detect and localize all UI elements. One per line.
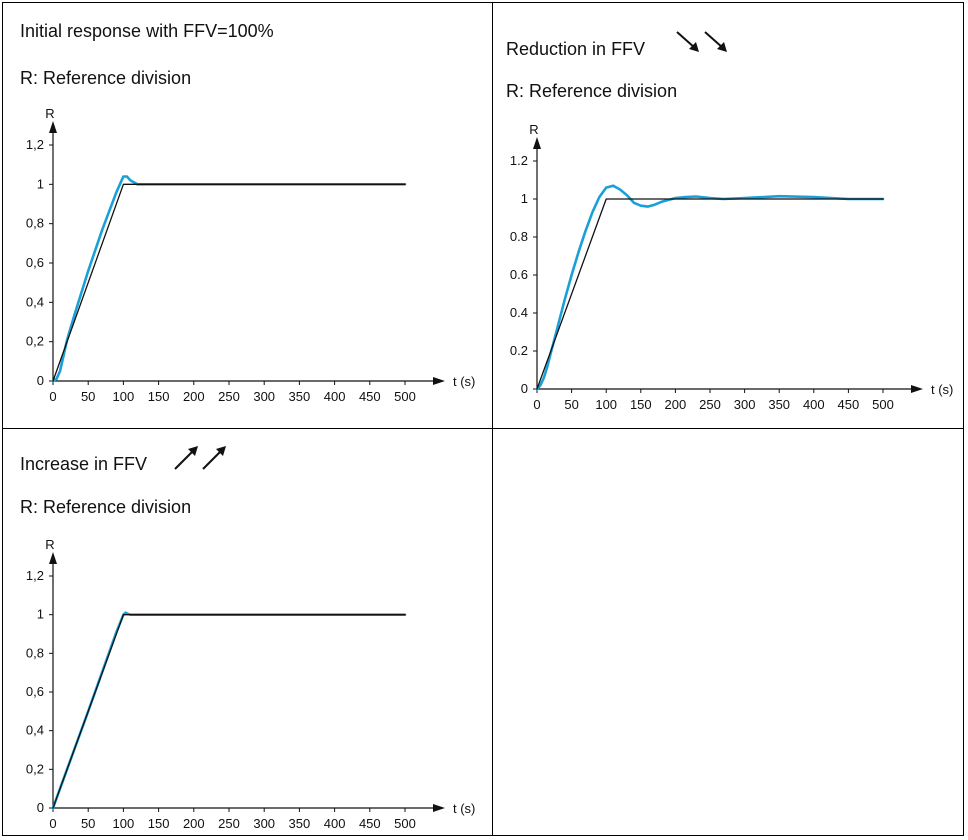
y-tick-label: 0,4 bbox=[26, 723, 44, 738]
double-down-right-arrow-icon bbox=[676, 31, 727, 52]
reference-curve bbox=[52, 614, 406, 809]
reference-curve bbox=[536, 198, 884, 390]
x-axis-arrow-icon bbox=[433, 804, 445, 812]
y-axis-label: R bbox=[529, 122, 538, 137]
panel-subtitle: R: Reference division bbox=[20, 68, 192, 88]
x-tick-label: 0 bbox=[49, 389, 56, 404]
x-tick-label: 250 bbox=[699, 397, 721, 412]
x-tick-label: 450 bbox=[359, 389, 381, 404]
panel-title: Increase in FFV bbox=[20, 454, 148, 474]
x-tick-label: 200 bbox=[183, 389, 205, 404]
x-tick-label: 100 bbox=[113, 389, 135, 404]
y-tick-label: 0,2 bbox=[26, 334, 44, 349]
x-tick-label: 500 bbox=[394, 816, 416, 831]
panel-reduction-ffv: Reduction in FFV R: Reference division R… bbox=[493, 3, 965, 428]
y-tick-label: 0,8 bbox=[26, 216, 44, 231]
y-tick-label: 0,4 bbox=[26, 294, 44, 309]
x-tick-label: 0 bbox=[49, 816, 56, 831]
response-chart: Rt (s) 0 0,2 0,4 0,6 0,8 1 1,2 0 50 100 150 200 250 30… bbox=[26, 106, 475, 404]
x-tick-label: 150 bbox=[148, 816, 170, 831]
x-tick-label: 350 bbox=[289, 389, 311, 404]
x-tick-label: 300 bbox=[253, 389, 275, 404]
grid-divider-horizontal bbox=[3, 428, 963, 429]
double-up-right-arrow-icon bbox=[174, 446, 226, 470]
panel-title: Initial response with FFV=100% bbox=[20, 21, 274, 41]
x-axis-arrow-icon bbox=[911, 385, 923, 393]
y-tick-label: 1 bbox=[37, 607, 44, 622]
x-tick-label: 100 bbox=[595, 397, 617, 412]
response-chart: Rt (s) 0 0.2 0.4 0.6 0.8 1 1.2 0 50 100 150 200 250 30… bbox=[510, 122, 953, 412]
y-tick-label: 0,6 bbox=[26, 684, 44, 699]
x-tick-label: 450 bbox=[838, 397, 860, 412]
y-tick-label: 1,2 bbox=[26, 137, 44, 152]
y-tick-label: 0 bbox=[37, 800, 44, 815]
y-axis-arrow-icon bbox=[49, 552, 57, 564]
response-curve bbox=[51, 175, 407, 383]
y-tick-label: 0.4 bbox=[510, 305, 528, 320]
x-axis-label: t (s) bbox=[453, 374, 475, 389]
x-tick-label: 200 bbox=[665, 397, 687, 412]
y-axis-arrow-icon bbox=[533, 137, 541, 149]
x-axis-label: t (s) bbox=[931, 382, 953, 397]
y-tick-label: 0 bbox=[37, 373, 44, 388]
y-tick-label: 0.8 bbox=[510, 229, 528, 244]
y-tick-label: 0,8 bbox=[26, 645, 44, 660]
x-tick-label: 0 bbox=[533, 397, 540, 412]
x-tick-label: 350 bbox=[289, 816, 311, 831]
y-tick-label: 1,2 bbox=[26, 568, 44, 583]
x-tick-label: 400 bbox=[803, 397, 825, 412]
x-tick-label: 300 bbox=[734, 397, 756, 412]
panel-subtitle: R: Reference division bbox=[20, 497, 192, 517]
response-curve bbox=[51, 611, 407, 810]
x-tick-label: 100 bbox=[113, 816, 135, 831]
x-tick-label: 150 bbox=[148, 389, 170, 404]
x-tick-label: 250 bbox=[218, 816, 240, 831]
x-tick-label: 400 bbox=[324, 389, 346, 404]
reference-curve bbox=[52, 183, 406, 382]
x-tick-label: 300 bbox=[253, 816, 275, 831]
y-tick-label: 0.6 bbox=[510, 267, 528, 282]
y-tick-label: 0,6 bbox=[26, 255, 44, 270]
empty-panel bbox=[493, 429, 965, 837]
y-tick-label: 0 bbox=[521, 381, 528, 396]
panel-initial-response: Initial response with FFV=100% R: Refere… bbox=[3, 3, 492, 428]
panel-subtitle: R: Reference division bbox=[506, 81, 678, 101]
x-tick-label: 50 bbox=[81, 389, 95, 404]
y-tick-label: 0.2 bbox=[510, 343, 528, 358]
x-axis-arrow-icon bbox=[433, 377, 445, 385]
x-tick-label: 50 bbox=[81, 816, 95, 831]
x-tick-label: 50 bbox=[564, 397, 578, 412]
y-tick-label: 1.2 bbox=[510, 153, 528, 168]
x-tick-label: 350 bbox=[768, 397, 790, 412]
y-axis-arrow-icon bbox=[49, 121, 57, 133]
response-chart: Rt (s) 0 0,2 0,4 0,6 0,8 1 1,2 0 50 100 150 200 250 30… bbox=[26, 537, 475, 831]
x-tick-label: 400 bbox=[324, 816, 346, 831]
x-tick-label: 200 bbox=[183, 816, 205, 831]
x-tick-label: 500 bbox=[872, 397, 894, 412]
x-tick-label: 150 bbox=[630, 397, 652, 412]
grid-divider-vertical bbox=[492, 3, 493, 835]
y-tick-label: 1 bbox=[521, 191, 528, 206]
response-curve bbox=[535, 184, 885, 391]
x-axis-label: t (s) bbox=[453, 801, 475, 816]
x-tick-label: 500 bbox=[394, 389, 416, 404]
panel-title: Reduction in FFV bbox=[506, 39, 646, 59]
y-axis-label: R bbox=[45, 537, 54, 552]
x-tick-label: 250 bbox=[218, 389, 240, 404]
y-axis-label: R bbox=[45, 106, 54, 121]
y-tick-label: 1 bbox=[37, 176, 44, 191]
x-tick-label: 450 bbox=[359, 816, 381, 831]
y-tick-label: 0,2 bbox=[26, 761, 44, 776]
